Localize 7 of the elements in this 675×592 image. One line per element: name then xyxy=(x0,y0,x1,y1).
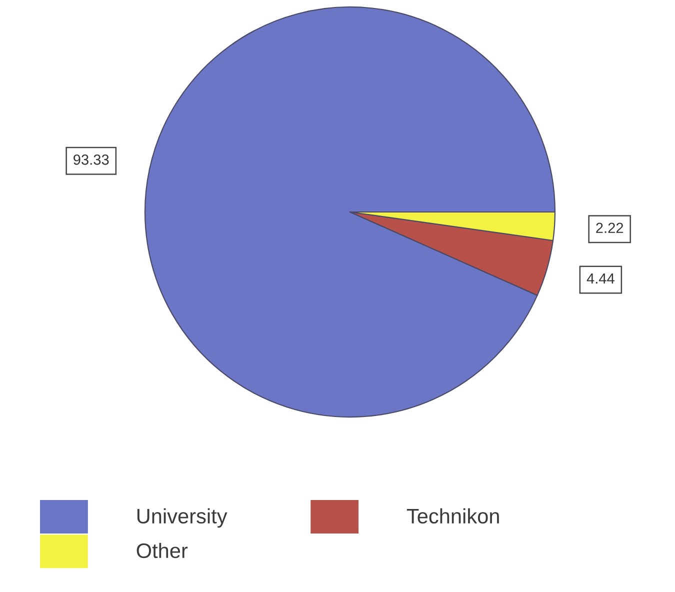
pie-slice xyxy=(144,6,556,418)
legend-label: Technikon xyxy=(406,508,499,524)
legend-label: University xyxy=(137,508,228,528)
data-label: 93.33 xyxy=(74,154,109,165)
legend-label: Other xyxy=(136,542,188,558)
data-label: 4.44 xyxy=(586,273,614,284)
data-label: 2.22 xyxy=(596,222,624,233)
